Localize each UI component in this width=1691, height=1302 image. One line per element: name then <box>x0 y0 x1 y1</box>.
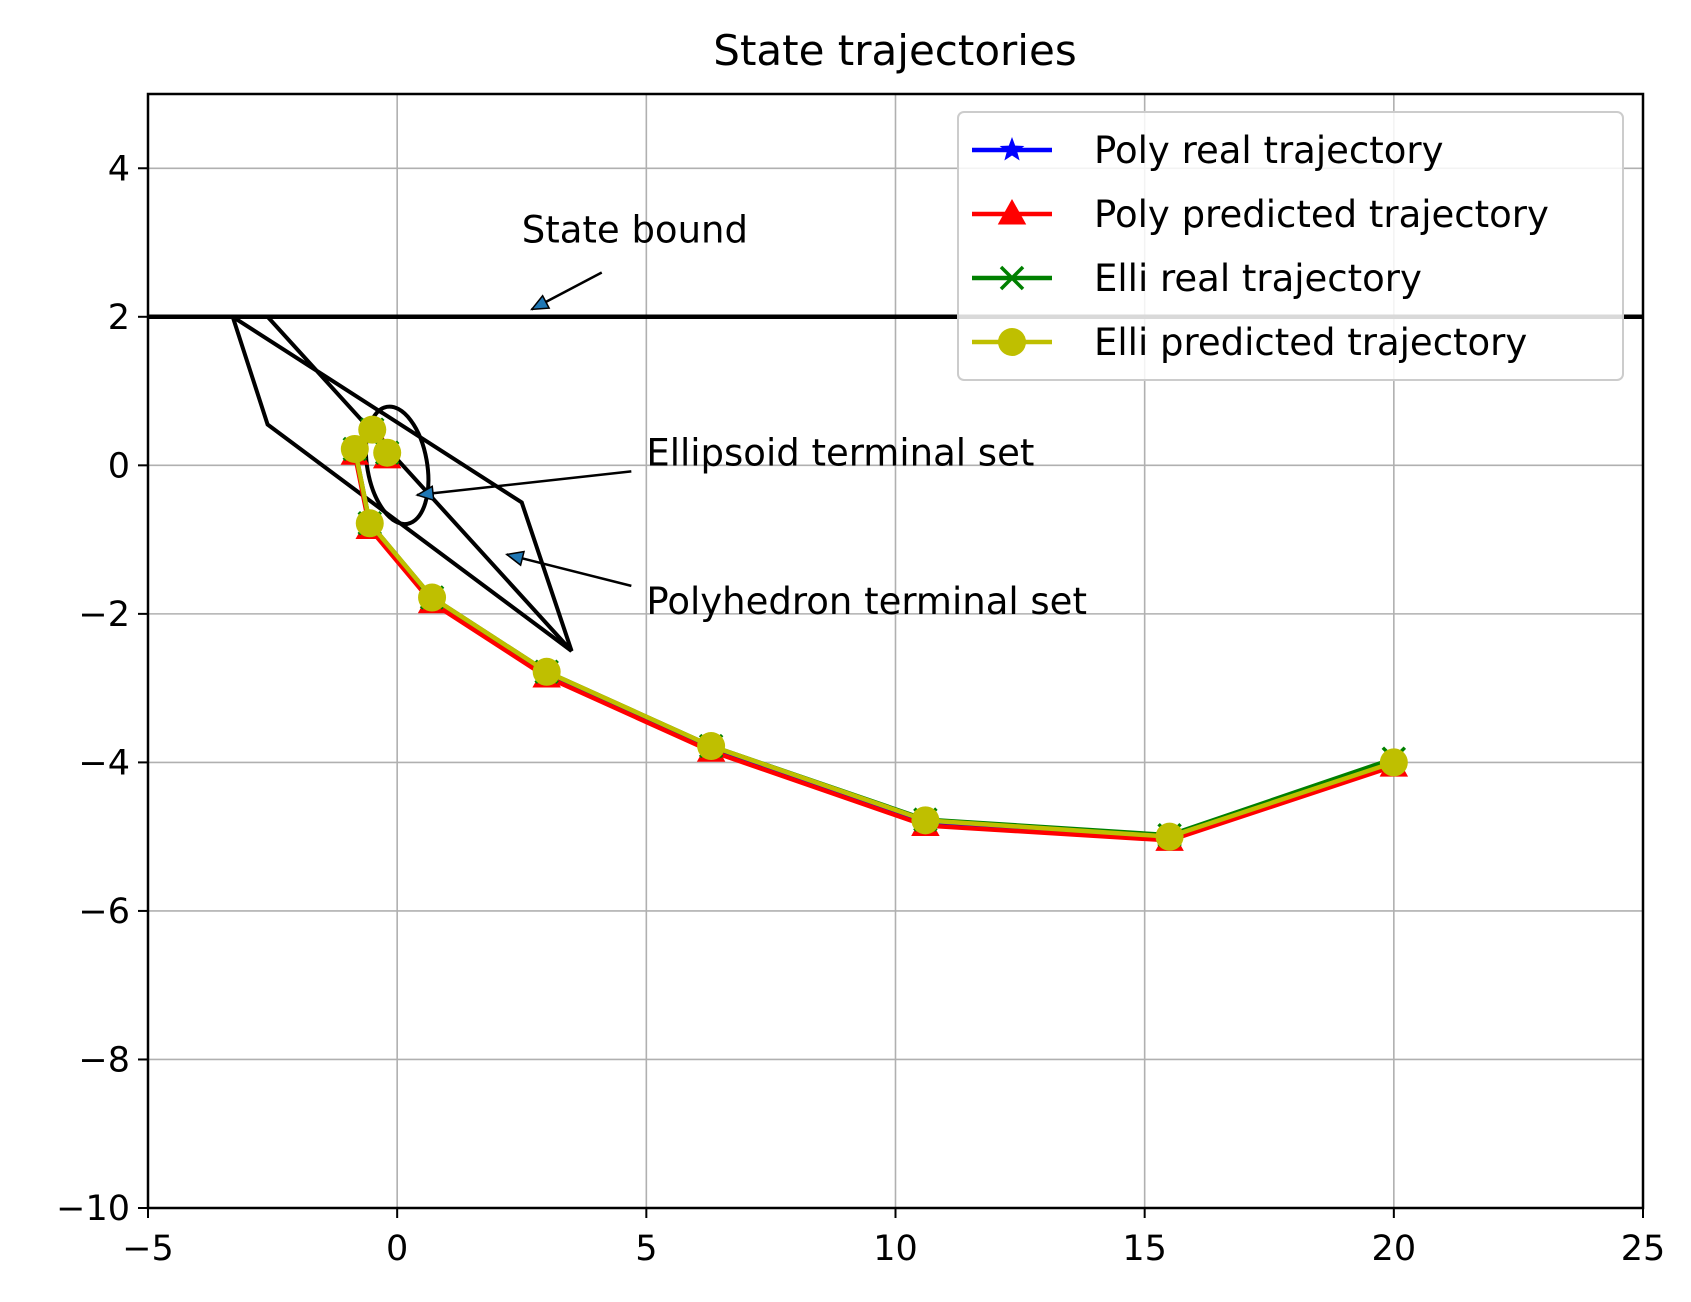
data-point <box>355 509 384 538</box>
y-tick-label: 0 <box>108 446 130 486</box>
annotation-text: State bound <box>522 209 748 252</box>
plot-elements: State bound Ellipsoid terminal set Polyhed… <box>148 209 1643 851</box>
y-tick-label: −10 <box>56 1189 130 1229</box>
data-point <box>418 583 447 612</box>
x-tick-label: 5 <box>635 1229 657 1269</box>
legend-entry: Elli real trajectory <box>972 257 1422 300</box>
legend-label: Poly real trajectory <box>1094 129 1443 172</box>
legend-label: Poly predicted trajectory <box>1094 193 1549 236</box>
series-1 <box>340 416 1409 851</box>
legend-entry: Poly real trajectory <box>972 129 1443 172</box>
y-tick-label: −4 <box>78 743 130 783</box>
legend-box <box>957 111 1624 381</box>
axes: −5 0 5 10 15 20 25 −10 −8 −6 −4 −2 0 2 4 <box>56 92 1666 1269</box>
y-tick-label: −2 <box>78 595 130 635</box>
data-point <box>1379 748 1408 777</box>
ellipsoid-outline <box>363 404 431 527</box>
x-tick-label: 0 <box>386 1229 408 1269</box>
series-3 <box>340 415 1408 851</box>
series-0 <box>342 415 1407 848</box>
legend-label: Elli real trajectory <box>1094 257 1422 300</box>
series-line <box>352 427 1395 838</box>
data-point <box>1155 822 1184 851</box>
y-tick-label: −8 <box>78 1040 130 1080</box>
data-point <box>999 137 1025 161</box>
annotation-2: Polyhedron terminal set <box>504 550 1087 623</box>
x-tick-label: 10 <box>873 1229 918 1269</box>
data-point <box>373 438 402 467</box>
polyhedron-edge <box>230 316 573 653</box>
data-point <box>998 328 1026 356</box>
annotation-arrowhead <box>504 550 526 567</box>
annotation-arrowhead <box>530 294 551 311</box>
data-point <box>340 434 369 463</box>
data-point <box>999 265 1025 291</box>
data-point <box>532 657 561 686</box>
series-2 <box>342 417 1407 848</box>
data-point <box>358 415 387 444</box>
chart-title: State trajectories <box>713 26 1076 75</box>
y-tick-label: −6 <box>78 892 130 932</box>
annotation-text: Polyhedron terminal set <box>646 580 1087 623</box>
data-point <box>997 199 1027 225</box>
annotation-0: State bound <box>522 209 748 311</box>
annotation-arrow <box>506 553 632 588</box>
annotation-1: Ellipsoid terminal set <box>415 431 1034 502</box>
x-tick-label: −5 <box>122 1229 174 1269</box>
x-tick-label: 15 <box>1122 1229 1167 1269</box>
y-tick-label: 4 <box>108 149 130 189</box>
data-point <box>697 732 726 761</box>
data-point <box>911 806 940 835</box>
legend-entry: Elli predicted trajectory <box>972 321 1527 364</box>
x-tick-label: 25 <box>1621 1229 1666 1269</box>
legend-entry: Poly predicted trajectory <box>972 193 1549 236</box>
y-tick-label: 2 <box>108 298 130 338</box>
annotation-arrow <box>416 470 632 497</box>
legend: Poly real trajectory Poly predicted traje… <box>957 111 1624 381</box>
annotation-arrowhead <box>415 485 435 502</box>
x-tick-label: 20 <box>1372 1229 1417 1269</box>
series-line <box>352 425 1395 839</box>
series-line <box>352 427 1395 839</box>
legend-label: Elli predicted trajectory <box>1094 321 1527 364</box>
annotation-text: Ellipsoid terminal set <box>646 431 1034 474</box>
